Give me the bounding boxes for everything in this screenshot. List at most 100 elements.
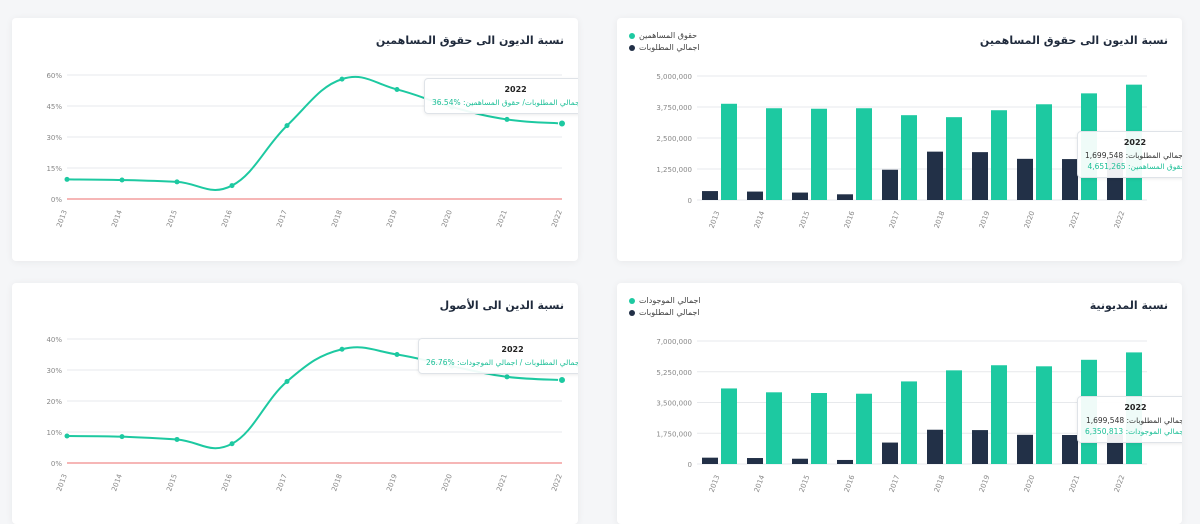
bar-main xyxy=(1036,104,1052,200)
bar-liabilities xyxy=(927,429,943,464)
chart-tooltip: 2022 نسبة اجمالي المطلوبات / اجمالي المو… xyxy=(418,338,578,374)
legend-dot-navy xyxy=(629,309,635,316)
x-tick-label: 2019 xyxy=(978,474,992,493)
x-tick-label: 2022 xyxy=(550,209,564,228)
x-tick-label: 2019 xyxy=(978,210,992,229)
legend-item-equity[interactable]: حقوق المساهمين xyxy=(629,31,700,40)
x-tick-label: 2016 xyxy=(843,209,857,229)
tooltip-value: 6,350,813 xyxy=(1085,427,1124,436)
x-tick-label: 2021 xyxy=(495,473,509,492)
y-tick-label: 0 xyxy=(688,197,692,205)
bar-liabilities xyxy=(792,458,808,464)
tooltip-value: 4,651,265 xyxy=(1087,162,1126,171)
bar-liabilities xyxy=(1062,435,1078,464)
chart-legend: حقوق المساهمين اجمالي المطلوبات xyxy=(629,31,700,55)
tooltip-row: نسبة اجمالي المطلوبات / اجمالي الموجودات… xyxy=(426,358,578,367)
debt-equity-line-chart[interactable]: 0% 15% 30% 45% 60% 2013 2014 2015 2016 2017 2018 20… xyxy=(12,18,578,261)
data-point xyxy=(64,433,70,439)
tooltip-value: 1,699,548 xyxy=(1085,151,1124,160)
x-tick-label: 2013 xyxy=(708,474,722,493)
legend-item-liabilities[interactable]: اجمالي المطلوبات xyxy=(629,43,700,52)
legend-item-liabilities[interactable]: اجمالي المطلوبات xyxy=(629,308,701,317)
x-tick-label: 2013 xyxy=(708,210,722,229)
data-point xyxy=(558,119,566,128)
bar-liabilities xyxy=(1017,434,1033,464)
bar-main xyxy=(766,392,782,464)
tooltip-row: اجمالي الموجودات: 6,350,813 xyxy=(1085,427,1182,436)
x-tick-label: 2022 xyxy=(550,473,564,492)
x-tick-label: 2018 xyxy=(933,474,947,493)
tooltip-label: اجمالي الموجودات: xyxy=(1125,427,1182,436)
legend-dot-green xyxy=(629,32,635,39)
data-point xyxy=(174,436,180,442)
y-tick-label: 40% xyxy=(46,336,62,344)
tooltip-year: 2022 xyxy=(501,345,524,354)
bar-main xyxy=(721,103,737,200)
data-point xyxy=(229,183,235,189)
debt-equity-line-card: نسبة الديون الى حقوق المساهمين 0% 15% 30% 4… xyxy=(12,18,578,261)
bar-main xyxy=(991,110,1007,200)
legend-item-assets[interactable]: اجمالي الموجودات xyxy=(629,296,701,305)
x-tick-label: 2017 xyxy=(275,209,289,228)
tooltip-value: 1,699,548 xyxy=(1085,416,1125,425)
x-tick-label: 2017 xyxy=(888,210,902,229)
y-tick-label: 15% xyxy=(46,165,62,173)
y-tick-label: 0% xyxy=(51,460,62,468)
y-tick-label: 5,250,000 xyxy=(656,369,692,377)
bar-main xyxy=(811,108,827,200)
bar-liabilities xyxy=(927,151,943,200)
chart-title: نسبة المديونية xyxy=(1089,299,1168,312)
tooltip-label: نسبة اجمالي المطلوبات/ حقوق المساهمين: xyxy=(463,98,578,107)
x-tick-label: 2015 xyxy=(798,474,812,493)
bar-liabilities xyxy=(747,191,763,200)
x-tick-label: 2021 xyxy=(495,209,509,228)
x-tick-label: 2014 xyxy=(110,472,124,492)
data-point xyxy=(394,352,400,357)
tooltip-year: 2022 xyxy=(1123,138,1147,147)
legend-label: اجمالي المطلوبات xyxy=(639,308,700,317)
y-tick-label: 60% xyxy=(46,72,62,80)
chart-legend: اجمالي الموجودات اجمالي المطلوبات xyxy=(629,296,701,320)
x-tick-label: 2019 xyxy=(385,209,399,228)
x-tick-label: 2013 xyxy=(55,473,69,492)
bar-main xyxy=(1036,366,1052,464)
data-point xyxy=(504,374,510,380)
x-tick-label: 2018 xyxy=(933,210,947,229)
legend-dot-navy xyxy=(629,44,635,51)
bar-main xyxy=(901,115,917,200)
bar-liabilities xyxy=(792,192,808,200)
bar-liabilities xyxy=(882,442,898,464)
x-tick-label: 2016 xyxy=(220,472,234,492)
x-tick-label: 2014 xyxy=(753,209,767,229)
bar-main xyxy=(946,370,962,464)
tooltip-year: 2022 xyxy=(1124,403,1147,412)
chart-title: نسبة الديون الى حقوق المساهمين xyxy=(375,34,564,47)
bar-liabilities xyxy=(1062,159,1078,200)
tooltip-label: نسبة اجمالي المطلوبات / اجمالي الموجودات… xyxy=(457,358,578,367)
y-tick-label: 0% xyxy=(51,196,62,204)
x-tick-label: 2018 xyxy=(330,209,344,228)
tooltip-label: اجمالي المطلوبات: xyxy=(1126,416,1183,425)
data-point xyxy=(229,441,235,447)
bar-main xyxy=(946,117,962,200)
bar-liabilities xyxy=(972,152,988,200)
tooltip-row: حقوق المساهمين: 4,651,265 xyxy=(1085,162,1182,171)
data-point xyxy=(394,86,400,92)
x-tick-label: 2018 xyxy=(330,473,344,492)
x-tick-label: 2015 xyxy=(165,473,179,492)
x-tick-label: 2017 xyxy=(888,474,902,493)
bar-liabilities xyxy=(747,458,763,464)
data-point xyxy=(504,116,510,122)
y-tick-label: 7,000,000 xyxy=(656,338,692,346)
bar-main xyxy=(991,365,1007,464)
chart-tooltip: 2022 نسبة اجمالي المطلوبات/ حقوق المساهم… xyxy=(424,78,578,114)
x-tick-label: 2014 xyxy=(753,473,767,493)
x-tick-label: 2021 xyxy=(1068,474,1082,493)
bar-main xyxy=(811,393,827,464)
bar-liabilities xyxy=(1017,158,1033,200)
debt-assets-line-card: نسبة الدين الى الأصول 0% 10% 20% 30% 40% 2013… xyxy=(12,283,578,524)
debt-assets-line-chart[interactable]: 0% 10% 20% 30% 40% 2013 2014 2015 2016 2017 2018 20… xyxy=(12,283,578,524)
x-tick-label: 2013 xyxy=(55,209,69,228)
y-tick-label: 3,500,000 xyxy=(656,400,692,408)
x-tick-label: 2015 xyxy=(798,210,812,229)
